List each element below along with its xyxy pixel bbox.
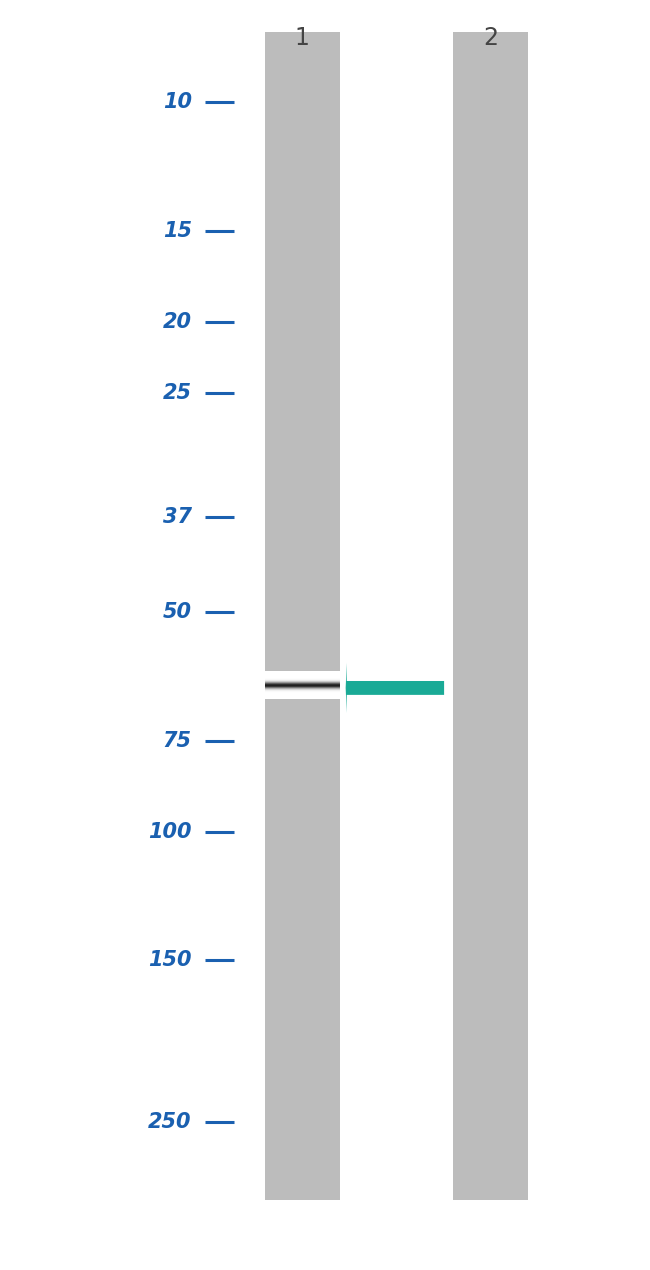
Text: 10: 10 [162,93,192,113]
Text: 150: 150 [148,950,192,970]
Bar [454,32,528,1200]
Text: 75: 75 [162,730,192,751]
Text: 50: 50 [162,602,192,622]
Bar [265,32,339,1200]
Text: 250: 250 [148,1113,192,1132]
Text: 2: 2 [483,27,499,50]
Text: 20: 20 [162,312,192,331]
Text: 37: 37 [162,507,192,527]
Text: 25: 25 [162,382,192,403]
Text: 1: 1 [295,27,309,50]
Text: 100: 100 [148,822,192,842]
Text: 15: 15 [162,221,192,241]
